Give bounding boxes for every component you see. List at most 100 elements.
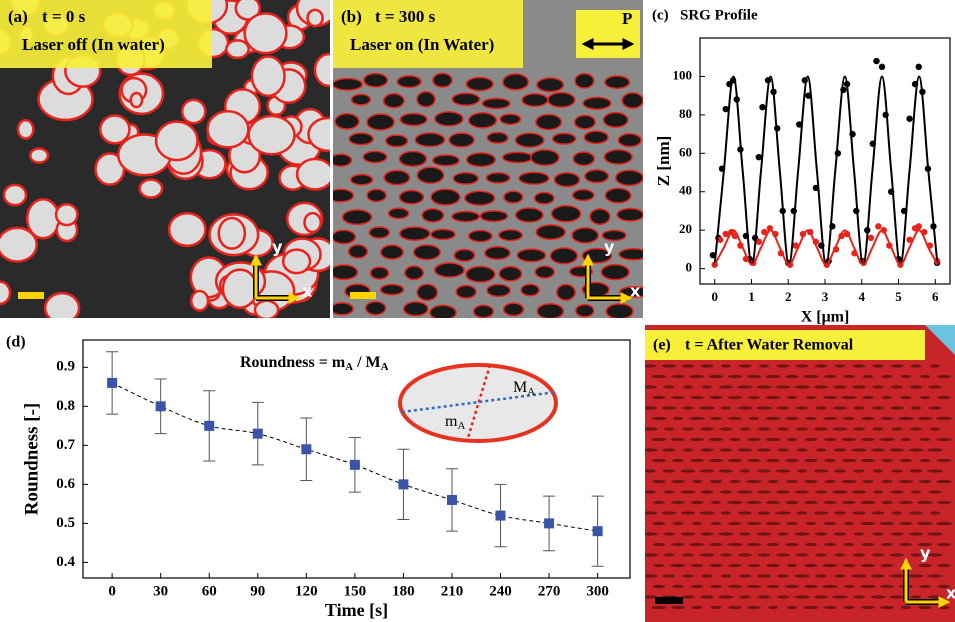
droplet [727,543,743,546]
droplet [381,284,404,294]
polarization-label: P [622,9,632,28]
droplet [728,564,741,567]
droplet [399,152,426,167]
droplet [249,116,295,154]
x-tick-label: 180 [392,583,415,599]
droplet [466,78,493,91]
droplet [0,282,10,304]
droplet [710,543,723,546]
droplet [936,522,952,525]
droplet [900,459,912,462]
y-axis-label: Roundness [-] [21,403,42,515]
droplet [692,606,702,609]
label-text: m [445,413,458,430]
droplet [785,585,800,588]
droplet [766,459,780,462]
droplet [330,265,357,279]
droplet [397,76,421,87]
droplet [283,250,310,273]
droplet [794,595,809,598]
droplet [643,385,657,388]
droplet [841,459,856,462]
droplet [652,480,666,483]
droplet [899,522,912,525]
droplet [728,396,742,399]
y-tick-label: 60 [679,144,692,159]
droplet [605,76,630,88]
droplet [910,427,921,430]
droplet [651,606,666,609]
droplet [911,490,921,493]
droplet [853,427,865,430]
x-tick-label: 300 [586,583,609,599]
panel-subtitle: Laser off (In water) [22,35,165,54]
droplet [749,417,759,420]
droplet [833,406,847,409]
droplet [786,543,799,546]
droplet [863,480,874,483]
droplet [862,543,875,546]
data-point [916,64,922,70]
droplet [795,553,808,556]
droplet [681,595,695,598]
data-point [906,116,912,122]
droplet [701,574,712,577]
droplet [710,480,723,483]
droplet [653,543,665,546]
droplet [806,522,816,525]
annotation-sub: A [381,361,389,373]
droplet [572,228,598,243]
droplet [822,585,838,588]
droplet [521,284,539,295]
droplet [898,417,914,420]
droplet [785,417,799,420]
droplet [156,122,198,160]
droplet [550,248,577,264]
droplet [756,406,771,409]
droplet [844,543,854,546]
droplet [487,284,510,296]
droplet [787,396,797,399]
droplet [399,191,423,204]
droplet [585,170,608,183]
droplet [720,553,732,556]
droplet [796,364,809,367]
droplet [777,406,790,409]
droplet [880,606,894,609]
annotation-sub: A [345,361,353,373]
droplet [519,172,549,184]
droplet [881,543,893,546]
droplet [721,511,732,514]
droplet [454,249,474,261]
droplet [860,522,875,525]
droplet [404,302,428,316]
droplet [861,564,875,567]
droplet [308,10,323,26]
droplet [504,191,523,203]
droplet [890,553,905,556]
droplet [795,490,809,493]
droplet [728,585,742,588]
droplet [728,375,742,378]
droplet [767,543,780,546]
droplet [682,406,694,409]
label-sub: A [457,420,465,432]
droplet [909,574,924,577]
y-tick-label: 0.6 [56,476,75,492]
droplet [680,469,695,472]
droplet [433,155,459,166]
droplet [804,480,818,483]
droplet [824,459,835,462]
droplet [499,267,521,281]
droplet [765,375,780,378]
droplet [363,151,386,162]
droplet [873,490,883,493]
droplet [738,364,751,367]
droplet [708,375,723,378]
droplet [384,94,404,108]
droplet [873,385,883,388]
data-point [879,64,885,70]
droplet [747,606,761,609]
droplet [928,385,941,388]
droplet [400,113,427,125]
